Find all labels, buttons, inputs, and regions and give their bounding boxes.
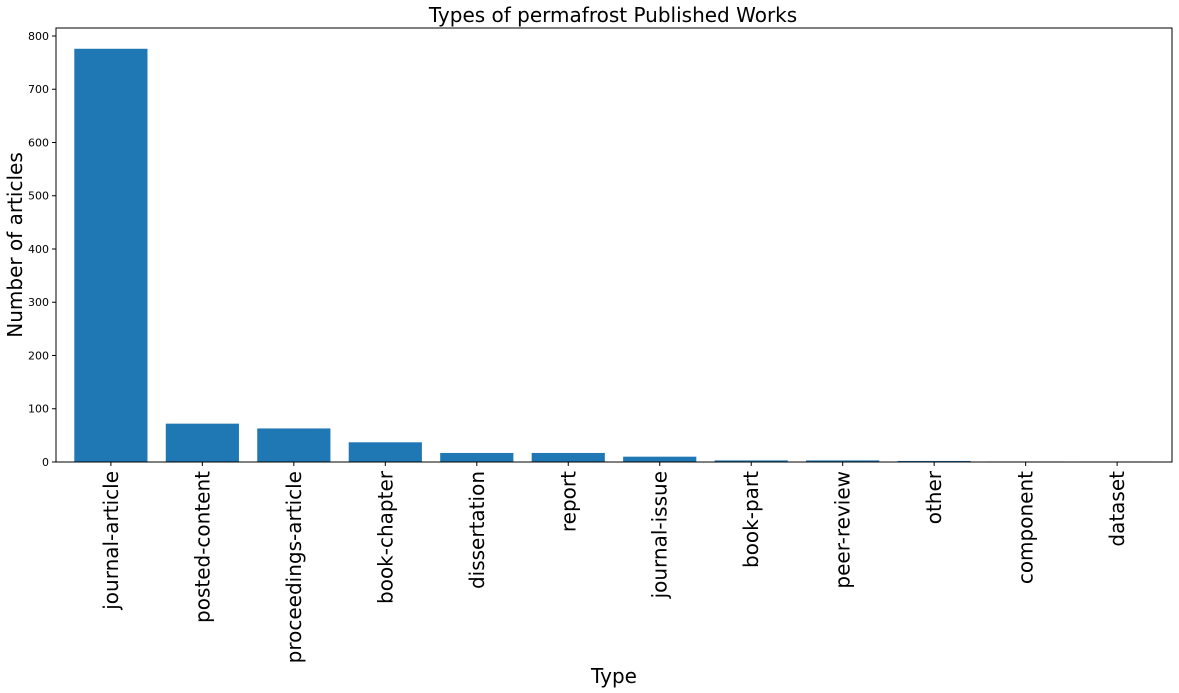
y-axis-ticks: 0 100 200 300 400 500 600 700 800 (28, 30, 56, 469)
x-tick-label: posted-content (190, 471, 214, 623)
bar-book-chapter (348, 442, 422, 462)
bar-other (897, 460, 971, 462)
bars (74, 48, 1154, 462)
x-tick-label: book-chapter (373, 470, 397, 604)
bar-journal-issue (623, 456, 697, 462)
x-axis-label: Type (590, 664, 637, 688)
x-tick-label: peer-review (831, 471, 855, 589)
bar-report (531, 452, 605, 462)
chart-title: Types of permafrost Published Works (428, 3, 797, 27)
y-tick-label: 500 (28, 190, 49, 203)
bar-proceedings-article (257, 428, 331, 462)
y-tick-label: 300 (28, 296, 49, 309)
x-tick-label: book-part (739, 471, 763, 568)
y-tick-label: 800 (28, 30, 49, 43)
x-tick-label: component (1014, 471, 1038, 584)
y-tick-label: 100 (28, 403, 49, 416)
bar-dissertation (440, 452, 514, 462)
x-tick-label: report (556, 471, 580, 532)
x-tick-label: dataset (1105, 471, 1129, 547)
bar-journal-article (74, 48, 148, 462)
bar-peer-review (806, 460, 880, 462)
x-tick-label: dissertation (465, 471, 489, 589)
y-tick-label: 700 (28, 83, 49, 96)
y-tick-label: 400 (28, 243, 49, 256)
y-tick-label: 0 (42, 456, 49, 469)
y-tick-label: 200 (28, 349, 49, 362)
y-axis-label: Number of articles (3, 152, 27, 338)
x-tick-label: journal-article (99, 471, 123, 611)
bar-posted-content (165, 423, 239, 462)
x-tick-label: journal-issue (648, 471, 672, 599)
x-tick-label: proceedings-article (282, 471, 306, 663)
bar-book-part (714, 460, 788, 462)
plot-frame (55, 27, 1173, 463)
x-tick-label: other (922, 470, 946, 524)
x-axis-ticks: journal-article posted-content proceedings… (99, 462, 1129, 663)
y-tick-label: 600 (28, 136, 49, 149)
